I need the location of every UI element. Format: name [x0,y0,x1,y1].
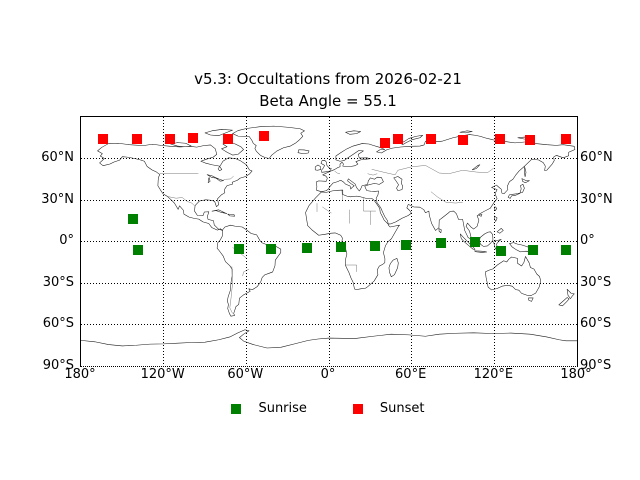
sunset-marker [560,134,571,145]
xtick-180°: 180° [560,367,592,382]
xtick-60°W: 60°W [227,367,264,382]
legend: Sunrise Sunset [80,401,576,416]
plot-title-line2: Beta Angle = 55.1 [259,92,397,110]
ytick-right-0°: 0° [580,233,595,248]
sunrise-marker [495,246,506,257]
sunset-marker [187,132,198,143]
plot-title-line1: v5.3: Occultations from 2026-02-21 [194,70,462,88]
sunrise-marker [469,237,480,248]
ytick-left-30°N: 30°N [41,191,74,207]
legend-label-sunset: Sunset [379,401,425,416]
sunset-marker-swatch [352,403,363,414]
ytick-right-30°N: 30°N [580,191,613,207]
xtick-180°: 180° [64,367,96,382]
sunrise-marker [133,244,144,255]
sunrise-marker-swatch [231,403,242,414]
gridline-lon-60 [411,117,413,366]
sunrise-marker [369,241,380,252]
sunset-marker [131,133,142,144]
ytick-left-60°S: 60°S [42,316,74,331]
xtick-120°E: 120°E [473,367,514,382]
ytick-right-60°N: 60°N [580,150,613,165]
gridline-lon-120 [493,117,495,366]
sunset-marker [458,135,469,146]
ytick-left-0°: 0° [59,233,74,248]
gridline-lon--120 [163,117,165,366]
plot-title: v5.3: Occultations from 2026-02-21 Beta … [80,68,576,112]
legend-item-sunset: Sunset [352,401,425,416]
gridline-lon-0 [328,117,330,366]
sunset-marker [165,133,175,144]
sunset-marker [379,138,390,148]
sunset-marker [393,134,404,145]
ytick-left-30°S: 30°S [42,274,74,290]
xtick-60°E: 60°E [395,367,427,382]
ytick-right-90°S: 90°S [580,357,612,373]
sunrise-marker [401,239,412,250]
sunrise-marker [301,242,312,253]
ytick-right-30°S: 30°S [580,274,612,290]
sunset-marker [98,133,109,144]
xtick-120°W: 120°W [140,367,185,382]
xtick-0°: 0° [320,367,336,382]
gridline-lon--60 [245,117,247,366]
ytick-right-60°S: 60°S [580,316,612,331]
sunset-marker [494,134,505,145]
sunset-marker [259,130,270,141]
sunrise-marker [233,244,244,255]
ytick-left-90°S: 90°S [42,357,74,373]
sunrise-marker [560,244,571,255]
sunrise-marker [435,238,446,249]
sunset-marker [425,134,436,145]
legend-item-sunrise: Sunrise [231,401,307,416]
sunrise-marker [528,245,539,256]
map-plot-area [80,116,578,367]
ytick-left-60°N: 60°N [41,150,74,165]
sunrise-marker [335,242,346,253]
sunrise-marker [127,214,138,225]
sunset-marker [222,134,233,145]
legend-label-sunrise: Sunrise [258,401,307,416]
sunset-marker [524,134,535,145]
sunrise-marker [266,243,277,254]
